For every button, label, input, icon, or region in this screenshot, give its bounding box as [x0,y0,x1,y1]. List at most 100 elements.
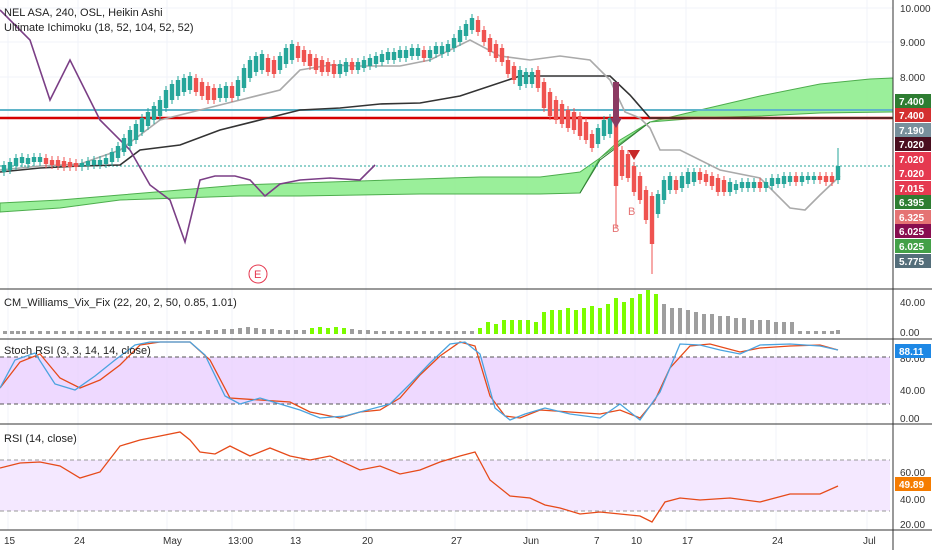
candle-body [535,70,541,88]
time-label-8: 7 [594,536,600,547]
candle-body [193,78,199,92]
candle-body [181,78,187,92]
vix-bar [374,331,378,334]
vix-bar [254,328,258,334]
time-label-12: Jul [863,536,876,547]
vix-bar [334,327,338,334]
candle-body [121,138,127,152]
earnings-marker-icon[interactable] [248,264,268,284]
vix-bar [422,331,426,334]
time-label-10: 17 [682,536,694,547]
candle-body [445,44,451,52]
vix-bar [134,331,138,334]
grid-lines [0,0,893,530]
candle-body [469,18,475,30]
vix-bar [798,331,802,334]
vix-bar [702,314,706,334]
candle-body [73,163,79,167]
candle-body [43,158,49,164]
candle-body [223,86,229,98]
price-badge-8 [895,210,931,224]
price-badge-2 [895,123,931,137]
candle-body [733,184,739,190]
candle-body [457,30,463,42]
vix-bar [78,331,82,334]
candle-body [715,178,721,192]
vix-bar [222,329,226,334]
vix-tick-0: 0.00 [900,328,920,339]
vix-bar [454,331,458,334]
vix-bar [110,331,114,334]
candle-body [79,163,85,167]
time-axis[interactable]: 15 24 May 13:00 13 20 27 Jun 7 10 17 24 Jul [4,536,876,547]
vix-bar [246,327,250,334]
candle-body [157,100,163,116]
vix-bar [742,318,746,334]
time-label-9: 10 [631,536,643,547]
candle-body [667,176,673,190]
candle-body [331,64,337,74]
vix-bar [318,327,322,334]
vix-bar [382,331,386,334]
candle-body [805,176,811,180]
candle-body [619,150,625,176]
price-badge-text-10: 6.025 [899,242,924,253]
vix-bar [238,328,242,334]
stoch-badge-text: 88.11 [899,347,924,358]
cloud-edge [579,121,651,194]
candle-body [391,52,397,60]
price-badge-text-9: 6.025 [899,227,924,238]
vix-bar [366,330,370,334]
vix-bar [358,330,362,334]
candle-body [283,48,289,64]
candle-body [829,176,835,182]
candle-body [475,20,481,32]
candle-body [19,157,25,163]
price-badge-4 [895,152,931,166]
candle-body [589,134,595,148]
stoch-d-line [0,341,839,419]
candle-body [253,56,259,72]
candle-body [355,62,361,70]
vix-bar [758,320,762,334]
candle-body [433,46,439,54]
candle-body [415,48,421,56]
candle-body [163,90,169,108]
vix-bar [22,331,26,334]
candle-body [427,50,433,58]
vix-bar [574,310,578,334]
candle-body [679,176,685,188]
candle-body [1,165,7,172]
vix-bar [230,329,234,334]
candle-body [709,176,715,186]
candle-body [133,124,139,140]
candle-body [529,72,535,84]
price-badge-10 [895,239,931,253]
candle-body [721,180,727,192]
vix-bar [734,318,738,334]
vix-bar [518,320,522,334]
candle-body [751,182,757,188]
candle-body [325,62,331,72]
vix-bar [750,320,754,334]
candle-body [631,166,637,192]
candle-body [7,162,13,170]
vix-bar [686,310,690,334]
vix-bar [326,328,330,334]
price-badge-text-5: 7.020 [899,169,924,180]
candle-body [295,46,301,58]
candle-body [265,58,271,72]
vix-bar [526,320,530,334]
chart-title: NEL ASA, 240, OSL, Heikin Ashi [4,7,163,19]
vix-bar [46,331,50,334]
candle-body [481,30,487,42]
rsi-line [0,431,839,523]
candle-body [697,172,703,180]
stoch-badge [895,344,931,358]
candle-body [25,158,31,164]
vix-bar [830,331,834,334]
candle-body [97,160,103,165]
vix-bar [566,308,570,334]
